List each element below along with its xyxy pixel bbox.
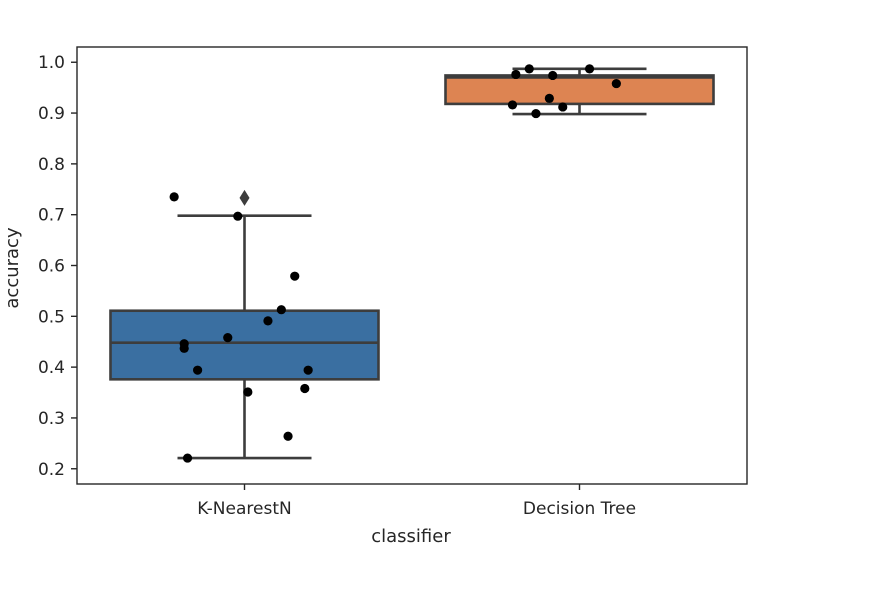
y-tick-label: 0.7	[38, 206, 65, 226]
data-point	[558, 102, 568, 112]
y-tick-label: 0.6	[38, 257, 65, 277]
box-group-1	[109, 189, 380, 463]
data-point	[548, 70, 558, 81]
data-point	[169, 192, 179, 202]
data-point	[193, 365, 203, 375]
x-tick-label: Decision Tree	[523, 499, 636, 519]
x-tick-label: K-NearestN	[197, 499, 291, 519]
y-axis-title: accuracy	[2, 227, 23, 309]
plot-area	[76, 46, 748, 485]
data-point	[611, 78, 621, 89]
box-iqr	[109, 309, 380, 381]
data-point	[283, 431, 293, 441]
y-tick-label: 0.5	[38, 307, 65, 327]
data-point	[182, 453, 193, 463]
y-tick-label: 0.9	[38, 104, 65, 124]
data-point	[243, 387, 253, 397]
data-point	[179, 343, 189, 353]
data-point	[524, 64, 534, 74]
x-axis-title: classifier	[371, 526, 451, 547]
plot-frame	[76, 46, 748, 485]
data-point	[263, 316, 273, 326]
data-point	[223, 333, 233, 343]
box-group-2	[444, 64, 715, 119]
y-tick-label: 0.4	[38, 358, 65, 378]
data-point	[276, 305, 286, 315]
y-tick-label: 1.0	[38, 53, 65, 73]
data-point	[584, 64, 595, 74]
data-point	[303, 365, 313, 375]
outlier-marker	[239, 189, 250, 206]
x-axis: K-NearestN Decision Tree	[197, 484, 636, 519]
data-point	[531, 108, 541, 119]
y-tick-label: 0.8	[38, 155, 65, 175]
data-point	[507, 100, 518, 110]
data-point	[290, 271, 300, 281]
data-point	[511, 69, 521, 80]
y-tick-label: 0.2	[38, 460, 65, 480]
data-point	[300, 383, 310, 394]
box-iqr	[444, 74, 715, 106]
y-tick-label: 0.3	[38, 409, 65, 429]
data-point	[544, 93, 554, 103]
data-point	[233, 211, 243, 221]
y-axis: 0.2 0.3 0.4 0.5 0.6 0.7 0.8 0.9 1.0	[38, 53, 77, 480]
